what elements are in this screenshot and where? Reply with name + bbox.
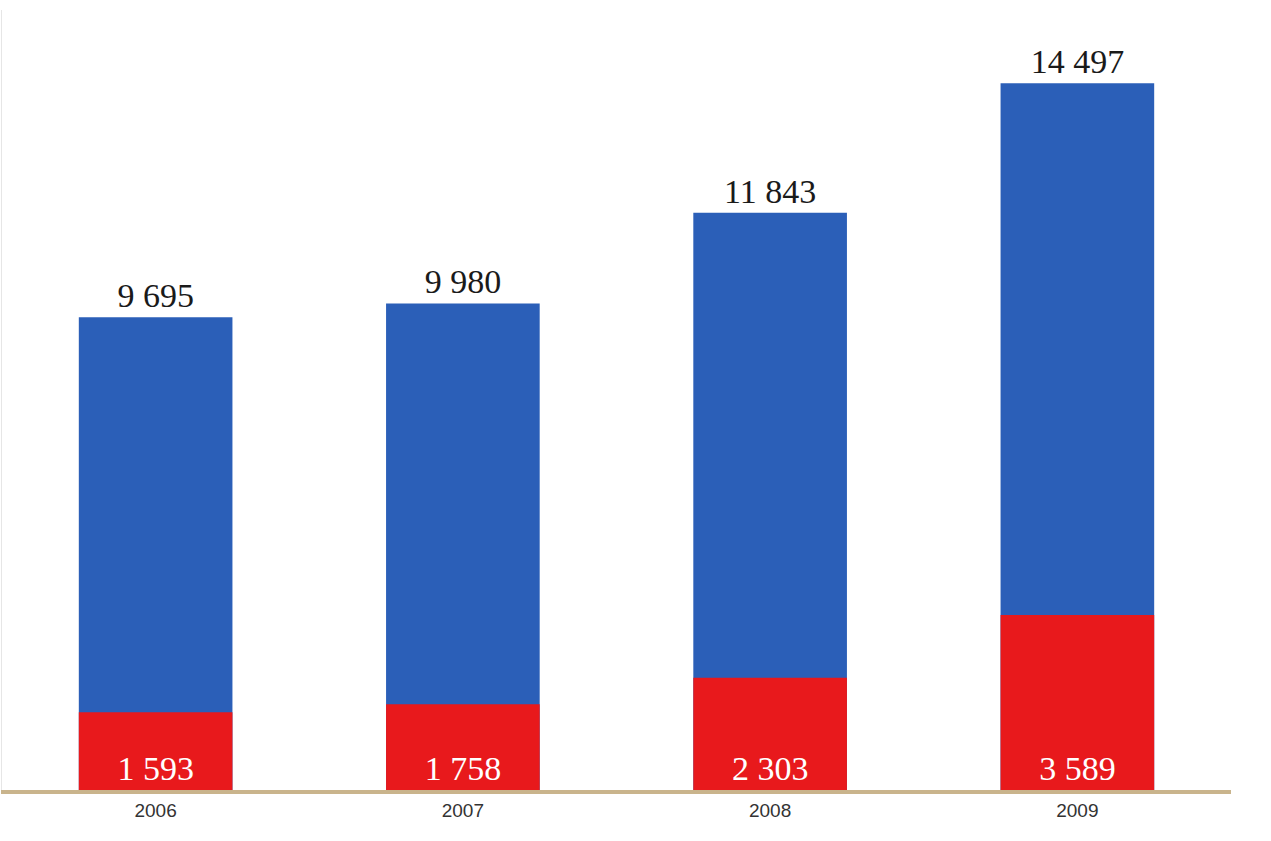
svg-text:1 593: 1 593	[117, 750, 194, 787]
svg-text:9 695: 9 695	[117, 277, 194, 314]
svg-text:11 843: 11 843	[724, 173, 816, 210]
svg-text:2009: 2009	[1056, 800, 1098, 821]
svg-text:2006: 2006	[134, 800, 176, 821]
svg-text:9 980: 9 980	[425, 263, 502, 300]
svg-text:3 589: 3 589	[1039, 750, 1116, 787]
svg-text:1 758: 1 758	[425, 750, 502, 787]
svg-text:2007: 2007	[442, 800, 484, 821]
svg-text:2 303: 2 303	[732, 750, 809, 787]
svg-text:2008: 2008	[749, 800, 791, 821]
svg-text:14 497: 14 497	[1031, 43, 1125, 80]
